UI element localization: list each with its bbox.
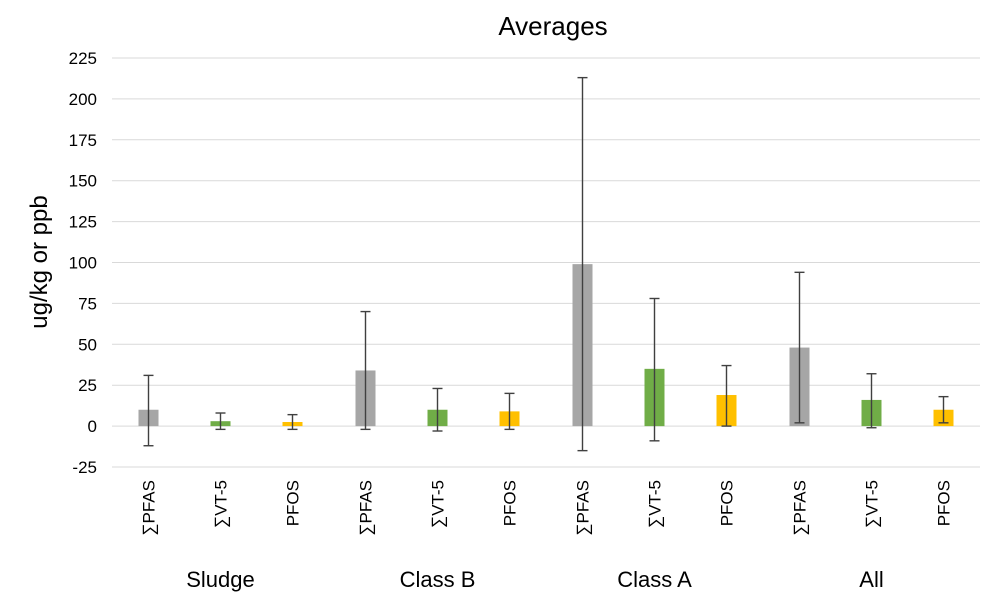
category-label: ∑VT-5 [863, 480, 882, 528]
y-tick-label: 200 [69, 90, 97, 109]
category-label: PFOS [501, 480, 520, 526]
gridlines [112, 57, 980, 468]
group-label: Class A [617, 567, 692, 592]
y-tick-label: -25 [72, 458, 97, 477]
category-label: ∑VT-5 [212, 480, 231, 528]
category-label: ∑VT-5 [429, 480, 448, 528]
error-bars [143, 76, 949, 452]
group-label: Sludge [186, 567, 255, 592]
chart-title: Averages [498, 11, 607, 41]
error-bar [721, 364, 732, 427]
category-label: ∑PFAS [791, 480, 810, 536]
bars [138, 264, 954, 427]
category-label: ∑PFAS [574, 480, 593, 536]
y-tick-label: 175 [69, 131, 97, 150]
error-bar [504, 392, 515, 431]
error-bar [866, 373, 877, 429]
error-bar [794, 271, 805, 424]
y-tick-label: 0 [88, 417, 97, 436]
error-bar [938, 395, 949, 424]
y-tick-label: 125 [69, 213, 97, 232]
error-bar [649, 297, 660, 442]
error-bar [360, 310, 371, 431]
error-bar [432, 387, 443, 432]
group-label: Class B [400, 567, 476, 592]
y-tick-label: 75 [78, 294, 97, 313]
category-label: ∑PFAS [357, 480, 376, 536]
y-tick-label: 50 [78, 335, 97, 354]
y-tick-label: 150 [69, 172, 97, 191]
category-label: PFOS [935, 480, 954, 526]
y-tick-label: 225 [69, 49, 97, 68]
error-bar [577, 76, 588, 452]
y-tick-label: 100 [69, 254, 97, 273]
y-axis-label: ug/kg or ppb [26, 195, 53, 328]
y-tick-label: 25 [78, 376, 97, 395]
group-label: All [859, 567, 883, 592]
category-label: PFOS [284, 480, 303, 526]
category-label: PFOS [718, 480, 737, 526]
y-tick-labels: -25 0 25 50 75 100 125 150 175 200 225 [69, 49, 97, 477]
category-label: ∑VT-5 [646, 480, 665, 528]
error-bar [287, 413, 298, 431]
category-labels: ∑PFAS ∑VT-5 PFOS ∑PFAS ∑VT-5 PFOS ∑PFAS ∑VT-5 PF… [140, 480, 954, 536]
error-bar [215, 412, 226, 431]
group-labels: Sludge Class B Class A All [186, 567, 883, 592]
error-bar [143, 374, 154, 447]
category-label: ∑PFAS [140, 480, 159, 536]
